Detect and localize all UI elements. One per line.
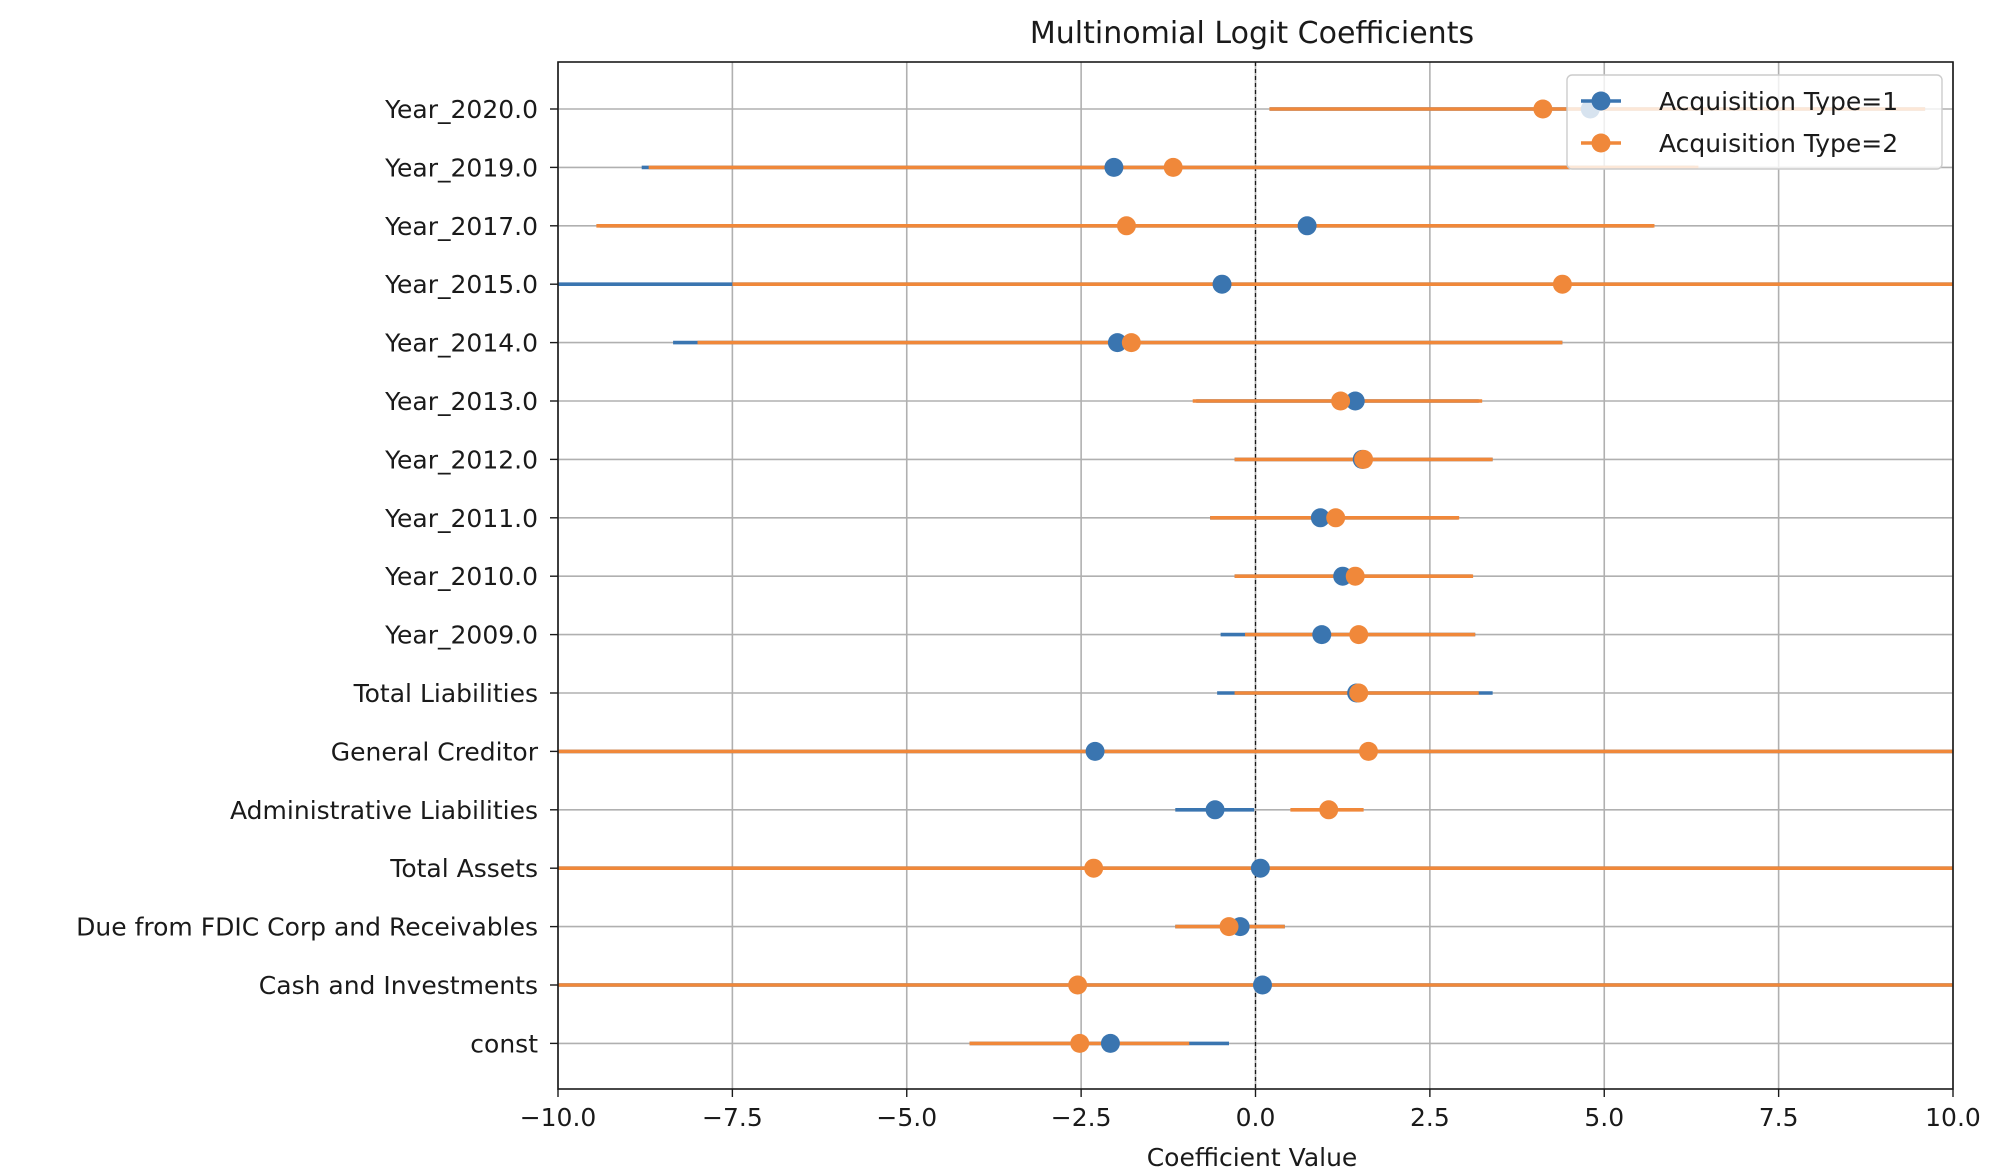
y-tick-label-9: Year_2009.0 (384, 621, 538, 650)
point-series1-13 (1250, 858, 1270, 878)
point-series2-15 (1068, 975, 1088, 995)
x-tick-label-8: 10.0 (1925, 1103, 1981, 1132)
x-tick-label-7: 7.5 (1759, 1103, 1799, 1132)
point-series2-9 (1349, 625, 1369, 645)
y-axis-ticks: Year_2020.0 Year_2019.0 Year_2017.0 Year_20… (76, 95, 558, 1058)
y-tick-label-7: Year_2011.0 (384, 504, 538, 533)
point-series2-8 (1345, 566, 1365, 586)
point-series2-14 (1219, 917, 1239, 937)
x-tick-label-5: 2.5 (1410, 1103, 1450, 1132)
point-series1-11 (1085, 741, 1105, 761)
data-points (1068, 99, 1600, 1053)
y-tick-label-10: Total Liabilities (353, 679, 538, 708)
point-series1-1 (1104, 157, 1124, 177)
point-series2-12 (1319, 800, 1339, 820)
point-series1-15 (1252, 975, 1272, 995)
x-tick-label-1: −7.5 (702, 1103, 763, 1132)
y-tick-label-12: Administrative Liabilities (230, 796, 538, 825)
point-series2-13 (1084, 858, 1104, 878)
y-tick-label-3: Year_2015.0 (384, 270, 538, 299)
y-tick-label-14: Due from FDIC Corp and Receivables (76, 913, 538, 942)
point-series2-11 (1358, 741, 1378, 761)
point-series2-5 (1331, 391, 1351, 411)
point-series2-4 (1121, 333, 1141, 353)
point-series1-12 (1205, 800, 1225, 820)
point-series2-7 (1326, 508, 1346, 528)
legend-label-2: Acquisition Type=2 (1659, 129, 1898, 158)
y-tick-label-11: General Creditor (331, 737, 539, 766)
y-tick-label-4: Year_2014.0 (384, 329, 538, 358)
legend-marker-1 (1591, 91, 1611, 111)
legend: Acquisition Type=1 Acquisition Type=2 (1566, 74, 1943, 170)
legend-marker-2 (1591, 133, 1611, 153)
y-tick-label-5: Year_2013.0 (384, 387, 538, 416)
y-tick-label-6: Year_2012.0 (384, 445, 538, 474)
y-tick-label-15: Cash and Investments (259, 971, 538, 1000)
point-series2-10 (1349, 683, 1369, 703)
legend-box (1566, 74, 1943, 170)
point-series2-6 (1354, 449, 1374, 469)
point-series1-9 (1312, 625, 1332, 645)
x-tick-label-4: 0.0 (1236, 1103, 1276, 1132)
point-series2-16 (1070, 1033, 1090, 1053)
point-series2-1 (1163, 157, 1183, 177)
y-tick-label-13: Total Assets (389, 854, 538, 883)
chart-title: Multinomial Logit Coefficients (1030, 16, 1474, 51)
point-series1-2 (1297, 216, 1317, 236)
point-series2-2 (1116, 216, 1136, 236)
x-tick-label-6: 5.0 (1584, 1103, 1624, 1132)
x-axis-ticks: −10.0 −7.5 −5.0 −2.5 0.0 2.5 5.0 7.5 10.0 (520, 1089, 1981, 1132)
y-tick-label-2: Year_2017.0 (384, 212, 538, 241)
point-series1-3 (1212, 274, 1232, 294)
x-tick-label-3: −2.5 (1051, 1103, 1112, 1132)
y-tick-label-8: Year_2010.0 (384, 562, 538, 591)
point-series2-3 (1552, 274, 1572, 294)
legend-label-1: Acquisition Type=1 (1659, 87, 1898, 116)
point-series1-5 (1345, 391, 1365, 411)
point-series2-0 (1533, 99, 1553, 119)
y-tick-label-16: const (470, 1029, 538, 1058)
point-series1-7 (1310, 508, 1330, 528)
y-tick-label-0: Year_2020.0 (384, 95, 538, 124)
x-tick-label-0: −10.0 (520, 1103, 597, 1132)
x-axis-label: Coefficient Value (1147, 1143, 1358, 1170)
y-tick-label-1: Year_2019.0 (384, 153, 538, 182)
point-series1-4 (1107, 333, 1127, 353)
x-tick-label-2: −5.0 (876, 1103, 937, 1132)
point-series1-16 (1100, 1033, 1120, 1053)
